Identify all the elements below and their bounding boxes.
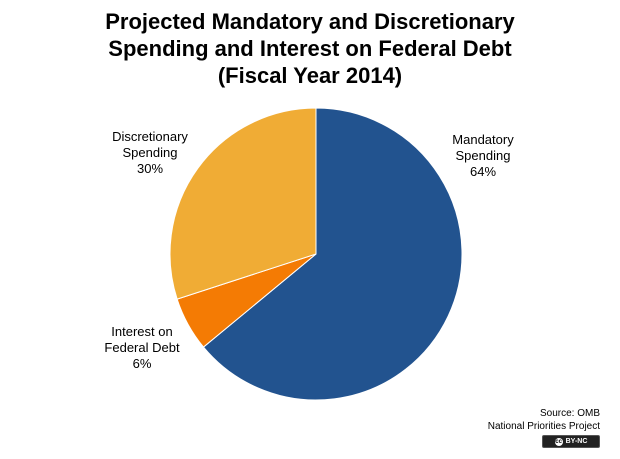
chart-title-line-1: Projected Mandatory and Discretionary	[105, 9, 515, 34]
cc-icon: cc	[554, 437, 563, 446]
slice-label-mandatory: Mandatory Spending 64%	[438, 132, 528, 180]
chart-title-line-3: (Fiscal Year 2014)	[217, 63, 403, 88]
source-line-2: National Priorities Project	[487, 421, 600, 432]
source-line-1: Source: OMB	[539, 408, 600, 419]
slice-label-interest: Interest on Federal Debt 6%	[92, 324, 192, 372]
pie-slice-mandatory	[202, 107, 463, 401]
license-badge: cc BY-NC	[542, 435, 600, 448]
slice-label-discretionary: Discretionary Spending 30%	[100, 129, 200, 177]
slice-label-mandatory-line-2: Spending	[455, 148, 511, 163]
slice-label-interest-line-1: Interest on	[111, 324, 173, 339]
chart-title: Projected Mandatory and Discretionary Sp…	[0, 8, 620, 89]
source-note: Source: OMB National Priorities Project	[488, 407, 600, 433]
slice-label-interest-line-2: Federal Debt	[104, 340, 180, 355]
slice-label-discretionary-line-2: Spending	[122, 145, 178, 160]
chart-title-line-2: Spending and Interest on Federal Debt	[108, 36, 512, 61]
pie-slice-discretionary	[169, 107, 317, 300]
slice-label-discretionary-value: 30%	[136, 161, 164, 176]
slice-label-interest-value: 6%	[132, 356, 152, 371]
slice-label-discretionary-line-1: Discretionary	[112, 129, 188, 144]
slice-label-mandatory-value: 64%	[469, 164, 497, 179]
license-text: BY-NC	[565, 438, 588, 445]
slice-label-mandatory-line-1: Mandatory	[452, 132, 514, 147]
